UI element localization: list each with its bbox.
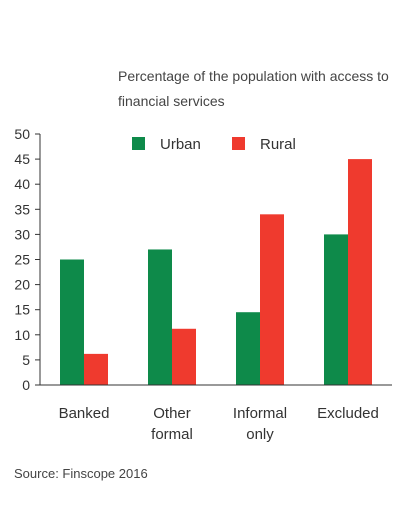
x-axis: Banked Other formal Informal only Excluded: [40, 384, 392, 443]
x-category-label: Banked: [59, 405, 110, 422]
y-tick-label: 45: [14, 151, 30, 167]
legend-swatch-rural: [232, 137, 245, 150]
source-note: Source: Finscope 2016: [14, 466, 148, 481]
chart-title: Percentage of the population with access…: [118, 68, 389, 109]
bars: [60, 159, 372, 385]
bar-rural: [348, 159, 372, 385]
y-tick-label: 30: [14, 226, 30, 242]
bar-urban: [236, 312, 260, 385]
x-category-label: Informal only: [233, 405, 287, 443]
y-tick-label: 50: [14, 126, 30, 142]
y-tick-label: 15: [14, 302, 30, 318]
y-axis: 0 5 10 15 20 25 30 35 40 45 50: [14, 126, 41, 393]
chart-title-line: financial services: [118, 93, 225, 109]
y-tick-label: 10: [14, 327, 30, 343]
y-tick-label: 35: [14, 201, 30, 217]
x-category-label: Other formal: [151, 405, 193, 443]
y-tick-label: 0: [22, 377, 30, 393]
bar-rural: [260, 214, 284, 385]
legend-label-urban: Urban: [160, 136, 201, 153]
bar-rural: [84, 353, 108, 385]
legend-swatch-urban: [132, 137, 145, 150]
bar-urban: [324, 234, 348, 385]
y-tick-label: 40: [14, 176, 30, 192]
legend-label-rural: Rural: [260, 136, 296, 153]
legend: Urban Rural: [132, 136, 296, 153]
y-tick-label: 25: [14, 252, 30, 268]
x-category-label: Excluded: [317, 405, 379, 422]
bar-urban: [60, 259, 84, 385]
y-tick-label: 5: [22, 352, 30, 368]
y-tick-label: 20: [14, 277, 30, 293]
bar-rural: [172, 328, 196, 385]
bar-urban: [148, 249, 172, 385]
chart-title-line: Percentage of the population with access…: [118, 68, 389, 84]
